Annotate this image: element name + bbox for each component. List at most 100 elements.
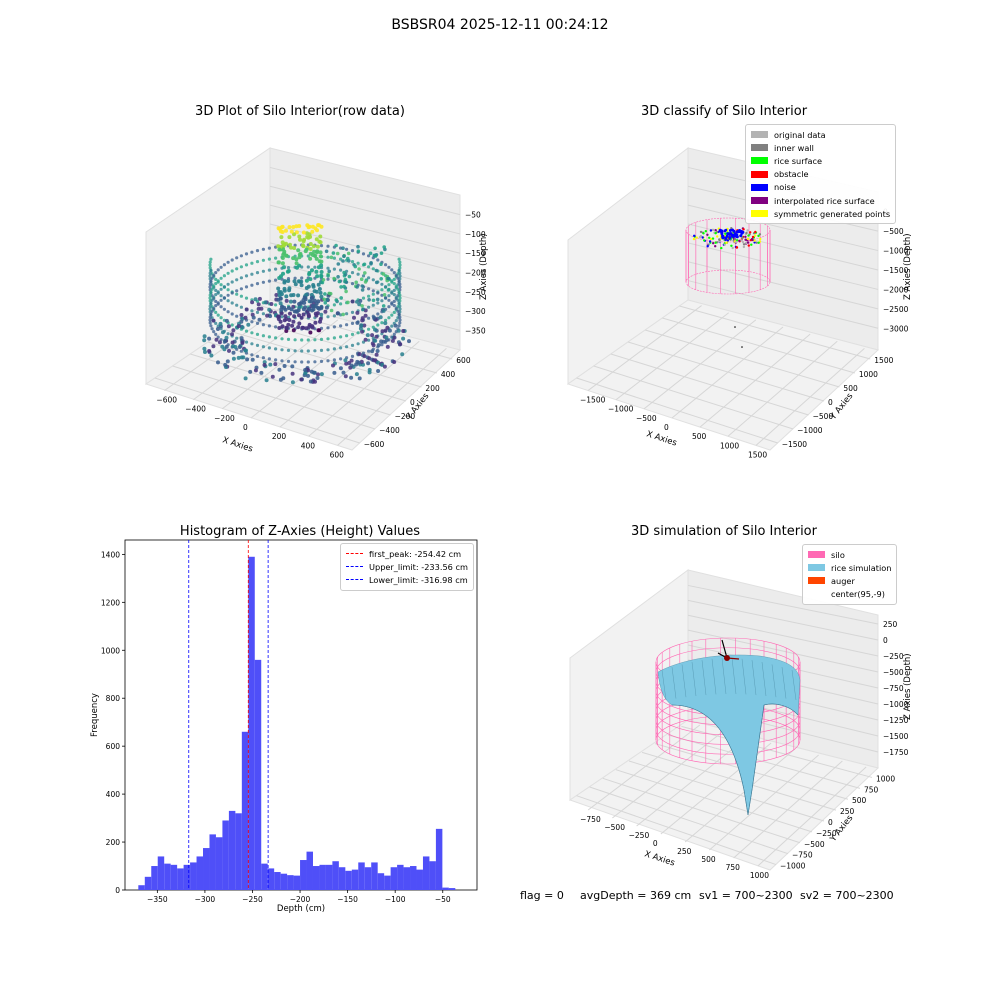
legend-label: original data bbox=[774, 129, 826, 140]
histogram-bar bbox=[358, 862, 365, 890]
ytick-label: 500 bbox=[852, 796, 867, 805]
legend-item: center(95,-9) bbox=[808, 588, 891, 601]
ytick-label: −1000 bbox=[780, 862, 806, 871]
ytick-label: 200 bbox=[425, 384, 440, 393]
histogram-bar bbox=[306, 851, 313, 890]
histogram-xtick-label: −200 bbox=[290, 895, 311, 904]
xtick-label: −250 bbox=[629, 831, 650, 840]
histogram-legend: first_peak: -254.42 cm Upper_limit: -233.… bbox=[340, 543, 474, 591]
histogram-bar bbox=[384, 875, 391, 890]
ytick-label: 400 bbox=[441, 370, 456, 379]
ytick-label: 1500 bbox=[874, 356, 893, 365]
xtick-label: −500 bbox=[604, 823, 625, 832]
histogram-bar bbox=[203, 848, 210, 890]
legend-label: obstacle bbox=[774, 169, 809, 180]
legend-item: rice surface bbox=[751, 154, 890, 167]
panel2-axis-labels: −1500−1000−500050010001500−1500−1000−500… bbox=[580, 208, 909, 460]
xtick-label: 750 bbox=[726, 863, 741, 872]
ytick-label: 1000 bbox=[859, 370, 878, 379]
panel3-title: Histogram of Z-Axies (Height) Values bbox=[179, 524, 421, 539]
histogram-bar bbox=[371, 862, 378, 890]
histogram-bar bbox=[222, 820, 229, 890]
ytick-label: 0 bbox=[828, 818, 833, 827]
histogram-xtick-label: −250 bbox=[242, 895, 263, 904]
ytick-label: 1000 bbox=[876, 774, 895, 783]
ytick-label: −1000 bbox=[797, 426, 823, 435]
histogram-bar bbox=[261, 863, 268, 890]
histogram-bar bbox=[177, 868, 184, 890]
panel2-title: 3D classify of Silo Interior bbox=[640, 104, 808, 119]
panel4-legend: silo rice simulation auger center(95,-9) bbox=[802, 544, 898, 605]
legend-swatch bbox=[808, 591, 825, 598]
legend-item: symmetric generated points bbox=[751, 207, 890, 220]
ytick-label: 500 bbox=[843, 384, 858, 393]
legend-label: rice simulation bbox=[831, 562, 892, 573]
panel4-title: 3D simulation of Silo Interior bbox=[631, 524, 817, 539]
legend-label: inner wall bbox=[774, 142, 814, 153]
legend-line bbox=[346, 553, 363, 555]
xtick-label: 400 bbox=[301, 441, 316, 450]
histogram-bar bbox=[209, 834, 216, 890]
legend-item: rice simulation bbox=[808, 561, 891, 574]
histogram-bar bbox=[390, 867, 398, 890]
legend-label: auger bbox=[831, 575, 855, 586]
legend-line bbox=[346, 566, 363, 568]
panel2-legend: original data inner wall rice surface obsta… bbox=[745, 124, 897, 225]
xtick-label: 200 bbox=[272, 432, 287, 441]
histogram-bar bbox=[228, 810, 236, 890]
ztick-label: −500 bbox=[883, 668, 904, 677]
auger-marker bbox=[717, 639, 740, 661]
histogram-bar bbox=[215, 837, 223, 890]
histogram-bar bbox=[351, 869, 359, 890]
figure-title: BSBSR04 2025-12-11 00:24:12 bbox=[391, 17, 609, 33]
legend-swatch bbox=[808, 577, 825, 585]
xtick-label: −600 bbox=[156, 396, 177, 405]
ztick-label: −1750 bbox=[883, 748, 909, 757]
histogram-bar bbox=[312, 866, 320, 890]
footer-sv1: sv1 = 700~2300 bbox=[699, 889, 793, 902]
histogram-bar bbox=[144, 876, 152, 890]
footer-sv2: sv2 = 700~2300 bbox=[800, 889, 894, 902]
ztick-label: −1500 bbox=[883, 266, 909, 275]
histogram-bar bbox=[397, 864, 404, 890]
legend-swatch bbox=[808, 551, 825, 559]
histogram-bar bbox=[429, 861, 436, 890]
ztick-label: −100 bbox=[465, 230, 486, 239]
histogram-bar bbox=[300, 860, 307, 890]
xtick-label: −750 bbox=[580, 815, 601, 824]
ztick-label: 250 bbox=[883, 620, 898, 629]
histogram-bar bbox=[157, 856, 165, 890]
histogram-bar bbox=[138, 885, 145, 890]
xtick-label: 1000 bbox=[750, 871, 769, 880]
legend-item: Lower_limit: -316.98 cm bbox=[346, 573, 468, 586]
panel2-zlabel: Z Axies (Depth) bbox=[903, 233, 913, 300]
histogram-bar bbox=[403, 867, 411, 890]
footer-flag: flag = 0 bbox=[520, 889, 564, 902]
panel1-zlabel: Z Axies (Depth) bbox=[479, 233, 489, 300]
histogram-ytick-label: 1200 bbox=[101, 598, 120, 607]
legend-swatch bbox=[808, 564, 825, 572]
xtick-label: −400 bbox=[185, 405, 206, 414]
histogram-bar bbox=[332, 861, 339, 890]
legend-swatch bbox=[751, 170, 768, 178]
histogram-xtick-label: −150 bbox=[337, 895, 358, 904]
ztick-label: −2500 bbox=[883, 305, 909, 314]
legend-label: Lower_limit: -316.98 cm bbox=[369, 574, 468, 585]
xtick-label: 500 bbox=[692, 432, 707, 441]
xtick-label: −1500 bbox=[580, 396, 606, 405]
legend-item: auger bbox=[808, 574, 891, 587]
ztick-label: −3000 bbox=[883, 324, 909, 333]
ztick-label: −150 bbox=[465, 249, 486, 258]
legend-item: obstacle bbox=[751, 168, 890, 181]
histogram-ytick-label: 600 bbox=[106, 742, 121, 751]
ytick-label: −500 bbox=[804, 840, 825, 849]
legend-label: interpolated rice surface bbox=[774, 195, 875, 206]
legend-item: original data bbox=[751, 128, 890, 141]
panel4-xlabel: X Axies bbox=[643, 849, 676, 868]
ytick-label: 750 bbox=[864, 785, 879, 794]
xtick-label: 0 bbox=[653, 839, 658, 848]
ytick-label: 600 bbox=[456, 356, 471, 365]
xtick-label: 1500 bbox=[748, 450, 767, 459]
histogram-bar bbox=[448, 888, 456, 890]
